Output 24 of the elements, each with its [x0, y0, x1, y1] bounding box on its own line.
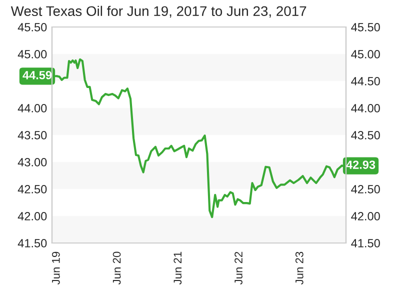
y2-tick-label: 44.50: [351, 77, 380, 86]
y-tick-label: 44.00: [18, 104, 47, 112]
annotation: 42.93: [346, 160, 376, 169]
y2-tick-label: 42.00: [351, 212, 380, 220]
y-tick-label: 43.00: [18, 158, 47, 166]
y-tick-label: 42.00: [18, 212, 47, 220]
y2-tick-label: 45.00: [351, 50, 380, 58]
y-tick-label: 43.50: [18, 131, 47, 140]
x-tick-label: Jun 23: [295, 252, 304, 285]
y2-tick-label: 41.50: [351, 239, 380, 248]
y2-tick-label: 42.50: [351, 185, 380, 194]
chart-title: West Texas Oil for Jun 19, 2017 to Jun 23, 2017: [10, 6, 306, 18]
y2-tick-label: 45.50: [351, 23, 380, 32]
y-tick-label: 45.50: [18, 23, 47, 32]
annotation: 44.59: [22, 70, 52, 80]
x-tick-label: Jun 22: [234, 252, 242, 285]
x-tick-label: Jun 19: [52, 252, 60, 285]
x-tick-label: Jun 20: [112, 252, 121, 285]
x-tick-label: Jun 21: [174, 252, 182, 285]
y-tick-label: 41.50: [18, 239, 47, 248]
y2-tick-label: 44.00: [351, 104, 380, 112]
y2-tick-label: 43.50: [351, 131, 380, 140]
y-tick-label: 42.50: [18, 185, 47, 194]
y-tick-label: 45.00: [18, 50, 47, 58]
